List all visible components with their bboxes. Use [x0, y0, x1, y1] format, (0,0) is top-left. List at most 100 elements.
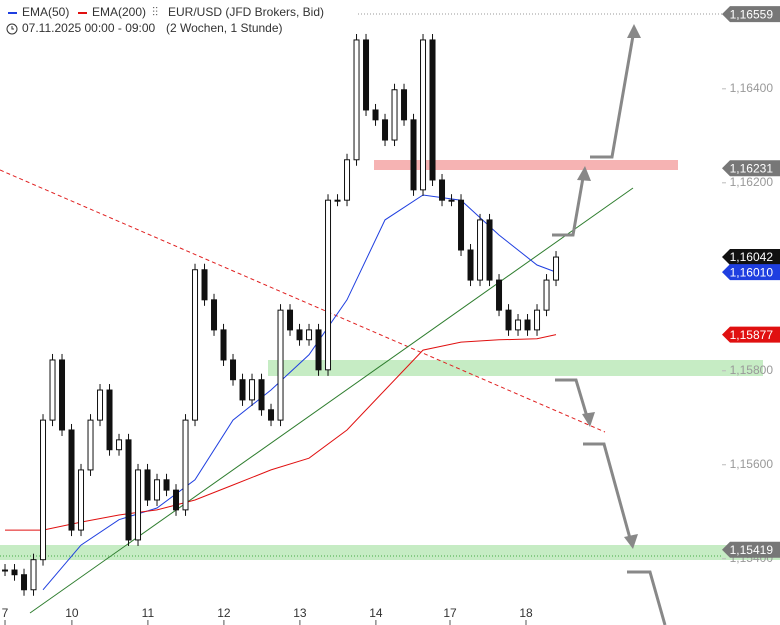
- arrow-up-2: [552, 171, 586, 237]
- candle: [420, 39, 427, 191]
- candle: [277, 309, 284, 421]
- candle: [363, 39, 370, 111]
- candle: [524, 319, 531, 331]
- y-tick-label: 1,15800: [730, 363, 774, 377]
- price-marker: [722, 160, 780, 177]
- candle: [268, 409, 275, 421]
- candle: [458, 199, 465, 251]
- support-zone: [268, 360, 763, 376]
- candle: [40, 419, 47, 561]
- candle: [534, 309, 541, 331]
- arrow-heads: [577, 24, 641, 549]
- arrow-down-2: [583, 442, 633, 543]
- y-tick-label: 1,16200: [730, 175, 774, 189]
- candle: [391, 89, 398, 141]
- legend-label: EMA(200): [92, 5, 146, 19]
- candle: [192, 269, 199, 421]
- candle: [230, 359, 237, 381]
- candle: [353, 39, 360, 161]
- candle: [2, 569, 9, 572]
- price-marker: [722, 326, 780, 343]
- candle: [97, 389, 104, 421]
- candle: [144, 469, 151, 501]
- candle: [87, 419, 94, 471]
- ema-line: [5, 334, 557, 531]
- rising-trendline: [29, 187, 634, 614]
- candle: [372, 109, 379, 121]
- candle: [154, 479, 161, 501]
- falling-trendline: [0, 169, 606, 433]
- candle: [173, 489, 180, 511]
- y-tick-label: 1,16400: [730, 81, 774, 95]
- candle: [496, 279, 503, 311]
- symbol: EUR/USD (JFD Brokers, Bid): [168, 5, 324, 19]
- candle: [78, 469, 85, 531]
- x-tick-label: 14: [369, 606, 383, 620]
- x-tick-label: 7: [2, 606, 9, 620]
- candle: [258, 379, 265, 411]
- candle: [125, 439, 132, 541]
- price-marker: [722, 6, 780, 23]
- candle: [467, 249, 474, 281]
- price-marker-label: 1,15877: [730, 328, 774, 342]
- legend-swatch: [8, 12, 17, 14]
- support-zone-low: [0, 545, 780, 560]
- candle: [11, 569, 18, 576]
- resistance-zone: [374, 160, 678, 170]
- candle: [325, 199, 332, 371]
- arrow-head: [577, 166, 591, 181]
- candle: [201, 269, 208, 301]
- price-marker-label: 1,16042: [730, 250, 774, 264]
- candle: [410, 119, 417, 191]
- range: (2 Wochen, 1 Stunde): [166, 21, 283, 35]
- candle: [182, 419, 189, 511]
- candle: [116, 439, 123, 451]
- candle: [315, 329, 322, 371]
- candle: [106, 389, 113, 451]
- legend: EMA(50) EMA(200) ⫶⫶ EUR/USD (JFD Brokers…: [6, 5, 324, 35]
- y-tick-label: 1,15600: [730, 457, 774, 471]
- legend-swatch: [78, 12, 87, 14]
- candle: [477, 219, 484, 281]
- candle: [515, 319, 522, 331]
- symbol-icon: ⫶⫶: [152, 5, 158, 19]
- scenario-arrows: [552, 29, 667, 625]
- arrow-head: [624, 534, 638, 549]
- candle: [382, 119, 389, 141]
- price-marker-label: 1,15419: [730, 543, 774, 557]
- arrow-head: [582, 412, 595, 427]
- candle: [49, 359, 56, 421]
- candle: [334, 199, 341, 202]
- x-tick-label: 17: [443, 606, 457, 620]
- candle: [163, 479, 170, 491]
- candle: [448, 199, 455, 202]
- candle: [401, 89, 408, 121]
- candle: [344, 159, 351, 201]
- price-marker: [722, 541, 780, 558]
- candle: [505, 309, 512, 331]
- x-tick-label: 12: [217, 606, 231, 620]
- candle: [287, 309, 294, 331]
- price-marker-label: 1,16231: [730, 161, 774, 175]
- candle: [553, 256, 560, 281]
- x-tick-label: 18: [519, 606, 533, 620]
- x-tick-label: 10: [65, 606, 79, 620]
- candle: [59, 359, 66, 431]
- candle: [220, 329, 227, 361]
- candle: [543, 279, 550, 311]
- clock-hands: [11, 26, 14, 30]
- price-marker: [722, 264, 780, 281]
- candle: [486, 219, 493, 281]
- candle: [211, 299, 218, 331]
- candle: [21, 574, 28, 591]
- candle: [249, 379, 256, 401]
- layout-annotations: [0, 13, 780, 625]
- price-marker-label: 1,16559: [730, 7, 774, 21]
- legend-label: EMA(50): [22, 5, 69, 19]
- candle: [296, 329, 303, 341]
- candle: [135, 469, 142, 541]
- price-marker-label: 1,16010: [730, 265, 774, 279]
- arrow-down-1: [555, 378, 590, 421]
